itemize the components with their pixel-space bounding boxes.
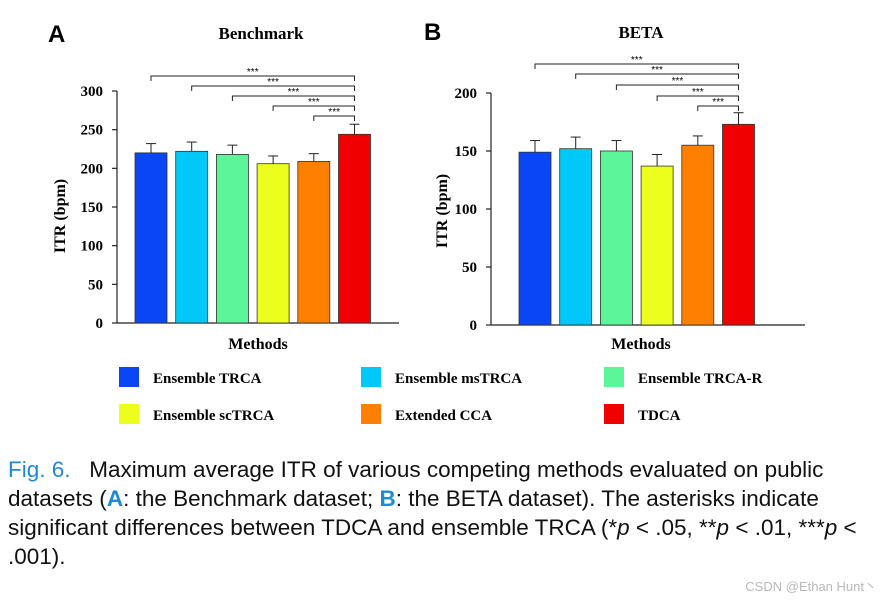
bar-ensemble-sctrca [256,163,290,324]
significance-stars: *** [247,67,259,78]
bar-tdca [338,133,371,324]
panel-label-a: A [48,21,65,48]
caption-p-symbol: p [824,515,838,540]
significance-stars: *** [308,97,320,108]
caption-p-symbol: p [716,515,730,540]
significance-bracket [313,115,355,121]
caption-text: < .001). [8,515,857,569]
bar-tdca [722,123,755,326]
significance-stars: *** [631,55,643,66]
legend-label-ensemble-sctrca: Ensemble scTRCA [153,408,274,424]
caption-text: Maximum average ITR of various competing… [8,457,824,511]
significance-stars: *** [328,107,340,118]
x-axis-label-b: Methods [611,336,671,353]
bar-ensemble-trca [134,152,168,324]
legend: Ensemble TRCA Ensemble msTRCA Ensemble T… [119,367,762,424]
caption-text: < .05, ** [629,515,717,540]
caption-figure-number: Fig. 6. [8,457,71,482]
bars-b: 0 50 100 150 200 *** *** *** *** *** [455,55,805,334]
bar-ensemble-mstrca [175,150,209,324]
caption-panel-key-b: B [379,486,396,511]
y-axis-label-a: ITR (bpm) [52,179,69,253]
bar-extended-cca [297,160,331,324]
y-tick-label: 50 [88,277,103,293]
bar-ensemble-trca-r [215,154,249,324]
caption-text: : the BETA dataset). The asterisks indic… [8,486,819,540]
x-axis-label-a: Methods [228,336,288,353]
caption-panel-key-a: A [106,486,124,511]
legend-label-extended-cca: Extended CCA [395,408,492,424]
significance-bracket [575,73,739,79]
significance-bracket [231,95,355,101]
legend-label-ensemble-trca-r: Ensemble TRCA-R [638,371,762,387]
bar-extended-cca [681,144,715,326]
watermark: CSDN @Ethan Hunt丶 [745,579,877,594]
y-tick-label: 0 [96,316,104,332]
bar-ensemble-mstrca [559,148,593,326]
legend-swatch-ensemble-trca [119,367,139,387]
legend-swatch-ensemble-trca-r [604,367,624,387]
figure: A Benchmark ITR (bpm) Methods 0 50 100 150 2… [48,19,805,424]
significance-bracket [697,105,739,111]
y-tick-label: 300 [81,84,104,100]
panel-b: B BETA ITR (bpm) Methods 0 50 100 150 200 ***… [424,19,805,353]
y-tick-label: 200 [81,161,104,177]
y-axis-label-b: ITR (bpm) [434,174,451,248]
caption-text: < .01, *** [729,515,825,540]
y-tick-label: 100 [455,202,478,218]
bar-ensemble-trca [518,151,552,326]
legend-swatch-ensemble-mstrca [361,367,381,387]
y-tick-label: 100 [81,239,104,255]
significance-bracket [534,63,739,69]
panel-label-b: B [424,19,441,46]
significance-stars: *** [267,77,279,88]
bar-ensemble-sctrca [640,165,674,326]
caption-p-symbol: p [617,515,630,540]
significance-stars: *** [712,97,724,108]
chart-title-b: BETA [618,23,664,42]
legend-swatch-extended-cca [361,404,381,424]
y-tick-label: 250 [81,123,104,139]
chart-title-a: Benchmark [219,24,305,43]
significance-bracket [191,85,355,91]
significance-bracket [150,75,355,81]
caption-text: : the Benchmark dataset; [123,486,380,511]
significance-bracket [656,95,739,101]
legend-swatch-ensemble-sctrca [119,404,139,424]
y-tick-label: 200 [455,86,478,102]
significance-bracket [272,105,355,111]
legend-swatch-tdca [604,404,624,424]
significance-stars: *** [651,65,663,76]
legend-label-ensemble-mstrca: Ensemble msTRCA [395,371,522,387]
significance-stars: *** [672,76,684,87]
significance-stars: *** [288,87,300,98]
y-tick-label: 150 [81,200,104,216]
y-tick-label: 0 [470,318,478,334]
legend-label-ensemble-trca: Ensemble TRCA [153,371,262,387]
y-tick-label: 150 [455,144,478,160]
significance-bracket [615,84,739,90]
bars-a: 0 50 100 150 200 250 300 *** *** *** *** *** [81,67,399,332]
legend-label-tdca: TDCA [638,408,681,424]
figure-caption: Fig. 6. Maximum average ITR of various c… [8,455,878,571]
significance-stars: *** [692,87,704,98]
y-tick-label: 50 [462,260,477,276]
panel-a: A Benchmark ITR (bpm) Methods 0 50 100 150 2… [48,21,399,353]
bar-ensemble-trca-r [600,150,633,326]
